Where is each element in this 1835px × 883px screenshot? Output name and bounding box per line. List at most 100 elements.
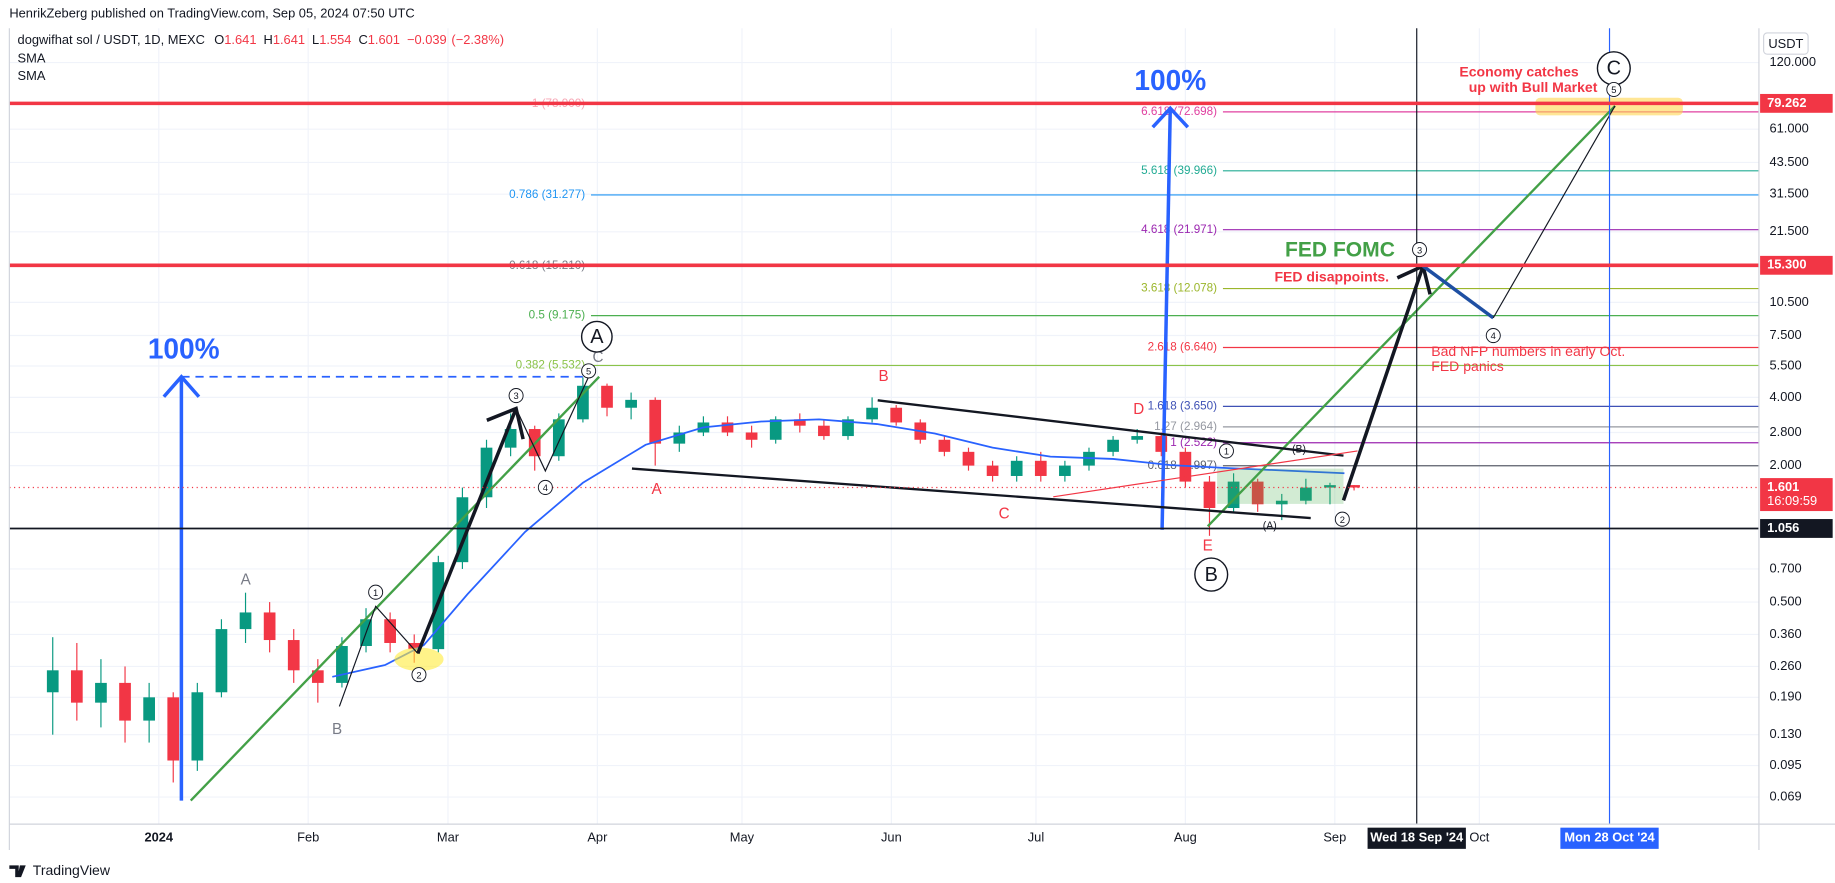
y-tick-label: 0.069 bbox=[1769, 788, 1801, 803]
wave-line bbox=[515, 376, 590, 473]
candle-body bbox=[1203, 481, 1216, 509]
wave-line bbox=[1492, 105, 1616, 319]
wave-label: 2 bbox=[1340, 514, 1345, 525]
wave-circle bbox=[1194, 557, 1229, 592]
y-tick-label: 2.000 bbox=[1769, 457, 1801, 472]
wave-circle bbox=[1412, 242, 1428, 258]
annotation: E bbox=[1203, 537, 1213, 554]
candle-body bbox=[793, 419, 806, 426]
arrow bbox=[1341, 265, 1425, 501]
candle-body bbox=[239, 612, 252, 630]
ohlc-label: O bbox=[214, 33, 224, 48]
header: HenrikZeberg published on TradingView.co… bbox=[9, 6, 414, 21]
price-label: 15.300 bbox=[1767, 257, 1806, 272]
annotation: 100% bbox=[148, 332, 220, 364]
annotation: A bbox=[651, 481, 662, 498]
ohlc-label: H bbox=[264, 33, 273, 48]
annotation: Economy catches bbox=[1459, 64, 1579, 80]
candle-body bbox=[456, 497, 469, 563]
candle-body bbox=[649, 399, 662, 444]
candle-body bbox=[673, 432, 686, 444]
fib-label: 1.27 (2.964) bbox=[1154, 420, 1217, 433]
price-label: 1.601 bbox=[1767, 479, 1799, 494]
wave-label: A bbox=[590, 326, 604, 348]
candle-body bbox=[890, 407, 903, 423]
candle-body bbox=[46, 670, 59, 693]
candle-body bbox=[1107, 439, 1119, 452]
date-label: Mon 28 Oct '24 bbox=[1564, 830, 1655, 845]
price-label: 1.056 bbox=[1767, 520, 1799, 535]
date-label: Wed 18 Sep '24 bbox=[1370, 830, 1464, 845]
countdown: 16:09:59 bbox=[1767, 493, 1817, 508]
wave-label: B bbox=[1205, 564, 1218, 586]
candle-body bbox=[287, 640, 300, 671]
candle-body bbox=[70, 670, 83, 703]
ohlc-value: 1.554 bbox=[319, 33, 351, 48]
annotation: (B) bbox=[1292, 444, 1306, 456]
price-box bbox=[1760, 93, 1833, 113]
candle-body bbox=[1227, 481, 1240, 509]
wave-label: 1 bbox=[1224, 446, 1229, 457]
drawings bbox=[9, 28, 1759, 825]
wave-circle bbox=[581, 363, 597, 379]
y-tick-label: 31.500 bbox=[1769, 186, 1808, 201]
price-axis bbox=[1758, 28, 1835, 851]
candle-body bbox=[1275, 500, 1288, 505]
candle-body bbox=[336, 646, 348, 683]
candle-body bbox=[625, 399, 637, 408]
y-tick-label: 5.500 bbox=[1769, 357, 1801, 372]
annotation: B bbox=[878, 368, 888, 385]
logo bbox=[9, 865, 26, 878]
footer: TradingView bbox=[33, 862, 111, 878]
trend-line bbox=[189, 375, 601, 802]
fib-label: 2.618 (6.640) bbox=[1148, 341, 1218, 354]
annotation: FED disappoints. bbox=[1274, 269, 1389, 285]
candle-body bbox=[263, 612, 276, 641]
y-tick-label: 10.500 bbox=[1769, 294, 1808, 309]
annotation: 100% bbox=[1134, 64, 1206, 96]
candle-body bbox=[215, 629, 228, 693]
change-pct: (−2.38%) bbox=[451, 33, 504, 48]
candle-body bbox=[1131, 436, 1144, 440]
candle-body bbox=[938, 439, 951, 452]
x-tick-label: 2024 bbox=[144, 830, 173, 845]
symbol: dogwifhat sol / USDT, 1D, MEXC bbox=[18, 33, 205, 48]
y-tick-label: 120.000 bbox=[1769, 54, 1816, 69]
candle-body bbox=[721, 422, 734, 433]
date-box bbox=[1367, 827, 1466, 849]
annotations: 100% 100% FED FOMC FED disappoints. Economy … bbox=[148, 51, 1631, 738]
fib-label: 0.786 (31.277) bbox=[509, 188, 585, 201]
annotation: (A) bbox=[1263, 520, 1277, 532]
candle-body bbox=[143, 697, 155, 721]
wave-label: 4 bbox=[543, 482, 548, 493]
axis-unit: USDT bbox=[1768, 36, 1803, 51]
wave-label: C bbox=[1607, 58, 1621, 80]
wave-label: 3 bbox=[513, 390, 518, 401]
candle-body bbox=[311, 670, 324, 683]
price-box bbox=[1760, 478, 1833, 512]
x-tick-label: Oct bbox=[1469, 830, 1489, 845]
candle-body bbox=[119, 682, 131, 721]
candle-body bbox=[1324, 485, 1336, 488]
indicator-name: SMA bbox=[18, 68, 46, 83]
annotation: A bbox=[241, 571, 252, 588]
arrow-head bbox=[486, 406, 525, 440]
y-tick-label: 7.500 bbox=[1769, 327, 1801, 342]
x-tick-label: Jul bbox=[1028, 830, 1044, 845]
wave-circle bbox=[1334, 511, 1350, 527]
y-tick-label: 0.500 bbox=[1769, 593, 1801, 608]
y-tick-label: 4.000 bbox=[1769, 389, 1801, 404]
trend-line bbox=[877, 399, 1344, 457]
price-box bbox=[1760, 519, 1833, 538]
x-tick-label: Apr bbox=[587, 830, 608, 845]
ohlc-label: L bbox=[312, 33, 319, 48]
candle-body bbox=[986, 465, 999, 476]
ohlc-value: 1.641 bbox=[273, 33, 305, 48]
wave-circle bbox=[508, 388, 524, 404]
trend-line bbox=[631, 467, 1311, 520]
candle-body bbox=[95, 682, 107, 703]
trend-line bbox=[1053, 450, 1358, 498]
unit-box bbox=[1763, 32, 1809, 55]
